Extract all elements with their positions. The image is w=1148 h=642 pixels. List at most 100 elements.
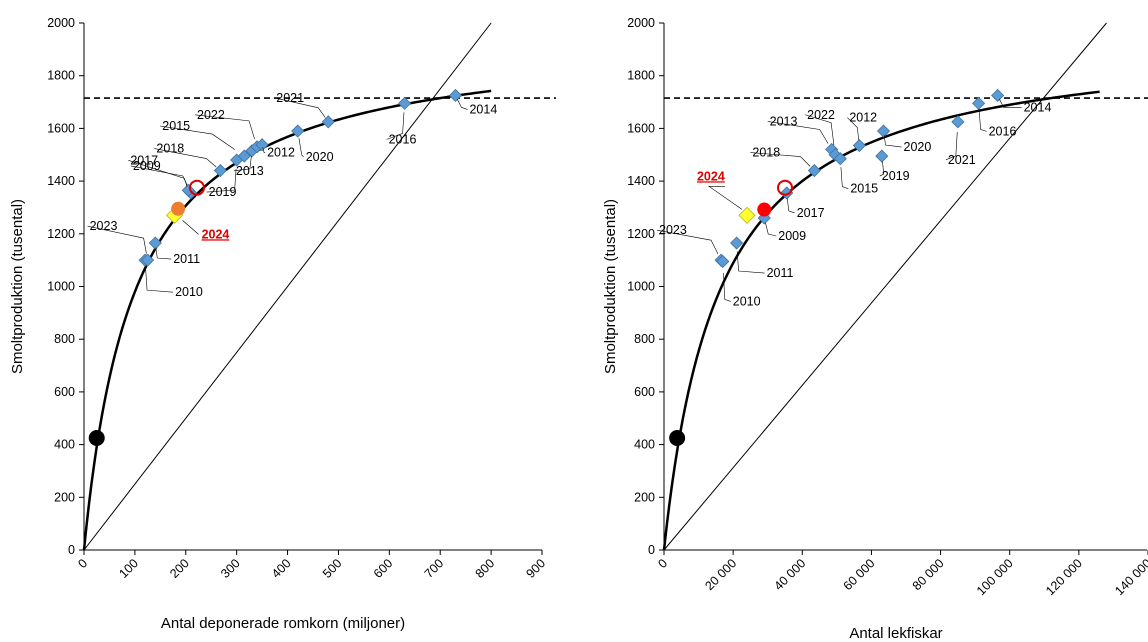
data-point-2020 (291, 124, 305, 138)
x-axis-title: Antal lekfiskar (849, 625, 942, 642)
leader-line (457, 98, 468, 110)
replacement-line (83, 22, 492, 551)
x-tick-label: 400 (269, 556, 294, 581)
open-circle-marker (188, 179, 205, 196)
y-tick-label: 1000 (627, 280, 655, 294)
data-point-2010 (716, 254, 730, 269)
point-label-2021: 2021 (948, 153, 976, 167)
leader-line (765, 222, 777, 237)
data-point-2011 (730, 236, 744, 250)
data-point-2011 (148, 236, 162, 250)
leader-line (805, 114, 835, 146)
y-tick-label: 1000 (47, 280, 75, 294)
leader-line (145, 269, 174, 293)
data-point-2012 (852, 138, 866, 153)
data-point-2015 (237, 149, 251, 163)
y-tick-label: 2000 (47, 16, 75, 30)
y-tick-label: 200 (54, 490, 75, 504)
data-point-2021 (951, 115, 965, 129)
data-point-2021 (321, 115, 335, 129)
point-label-2018: 2018 (752, 146, 780, 160)
leader-line (840, 167, 849, 189)
data-point-2019 (875, 149, 889, 163)
recruitment-curve (82, 89, 492, 551)
reference-point (669, 430, 686, 447)
leader-line (262, 147, 266, 154)
leader-line (386, 112, 405, 140)
leader-line (787, 198, 795, 214)
data-point-2018 (807, 163, 821, 178)
x-tick-label: 120 000 (1043, 556, 1085, 598)
y-axis-title: Smoltproduktion (tusental) (9, 199, 26, 374)
point-label-2010: 2010 (733, 294, 761, 308)
data-point-2014 (448, 88, 463, 103)
x-axis-title: Antal deponerade romkorn (miljoner) (161, 615, 405, 632)
y-tick-label: 1200 (627, 227, 655, 241)
point-label-2022: 2022 (197, 108, 225, 122)
data-point-2020 (876, 124, 891, 138)
y-tick-label: 400 (54, 438, 75, 452)
point-label-2024: 2024 (202, 227, 230, 241)
point-label-2020: 2020 (904, 140, 932, 154)
filled-circle-marker (757, 202, 772, 217)
leader-line (298, 138, 304, 158)
leader-line (87, 225, 147, 254)
leader-line (750, 152, 811, 167)
point-label-2020: 2020 (306, 150, 334, 164)
data-point-2015 (833, 152, 847, 166)
leader-line (945, 131, 958, 161)
data-point-2016 (972, 96, 986, 110)
leader-line (154, 148, 217, 168)
point-label-2015: 2015 (850, 182, 878, 196)
point-label-2021: 2021 (276, 91, 304, 105)
recruitment-curve (662, 90, 1100, 551)
leader-line (999, 98, 1022, 108)
leader-line (879, 161, 885, 177)
y-tick-label: 1400 (47, 174, 75, 188)
point-label-2018: 2018 (156, 142, 184, 156)
x-tick-label: 300 (218, 556, 243, 581)
leader-line (723, 272, 731, 302)
point-label-2012: 2012 (849, 111, 877, 125)
point-label-2023: 2023 (90, 219, 118, 233)
leader-line (847, 117, 860, 141)
x-tick-label: 200 (167, 556, 192, 581)
point-label-2013: 2013 (236, 164, 264, 178)
y-tick-label: 400 (634, 438, 655, 452)
open-circle-marker (777, 179, 793, 196)
leader-line (274, 97, 326, 118)
data-point-2014 (991, 88, 1005, 103)
point-label-2016: 2016 (989, 124, 1017, 138)
y-tick-label: 600 (634, 385, 655, 399)
x-tick-label: 60 000 (841, 556, 878, 593)
x-tick-label: 100 (116, 556, 141, 581)
x-tick-label: 100 000 (974, 556, 1016, 598)
point-label-2014: 2014 (469, 102, 497, 116)
leader-line (155, 247, 172, 260)
y-tick-label: 0 (648, 543, 655, 557)
x-tick-label: 0 (75, 556, 90, 571)
data-point-2023 (141, 253, 155, 267)
point-label-2012: 2012 (267, 146, 295, 160)
x-tick-label: 700 (422, 556, 447, 581)
x-tick-label: 80 000 (910, 556, 947, 593)
chart-spawn-deposition: 0 200 400 600 800 1000 1200 1400 1600 1800 2000 0 10… (9, 16, 556, 632)
point-label-2024: 2024 (697, 169, 725, 183)
point-label-2019: 2019 (209, 185, 237, 199)
point-label-2023: 2023 (659, 223, 687, 237)
x-tick-label: 140 000 (1112, 556, 1148, 598)
leader-line-2024 (708, 186, 743, 210)
leader-line (736, 251, 765, 274)
chart-spawners: 0 200 400 600 800 1000 1200 1400 1600 1800 2000 0 20… (602, 16, 1148, 642)
x-tick-label: 0 (655, 556, 670, 571)
leader-line (978, 111, 987, 132)
leader-line (130, 165, 189, 188)
x-tick-label: 600 (371, 556, 396, 581)
point-label-2009: 2009 (778, 229, 806, 243)
leader-line (194, 114, 255, 140)
point-label-2017: 2017 (130, 153, 158, 167)
point-label-2016: 2016 (389, 132, 417, 146)
point-label-2011: 2011 (173, 252, 200, 266)
leader-line (767, 121, 829, 144)
